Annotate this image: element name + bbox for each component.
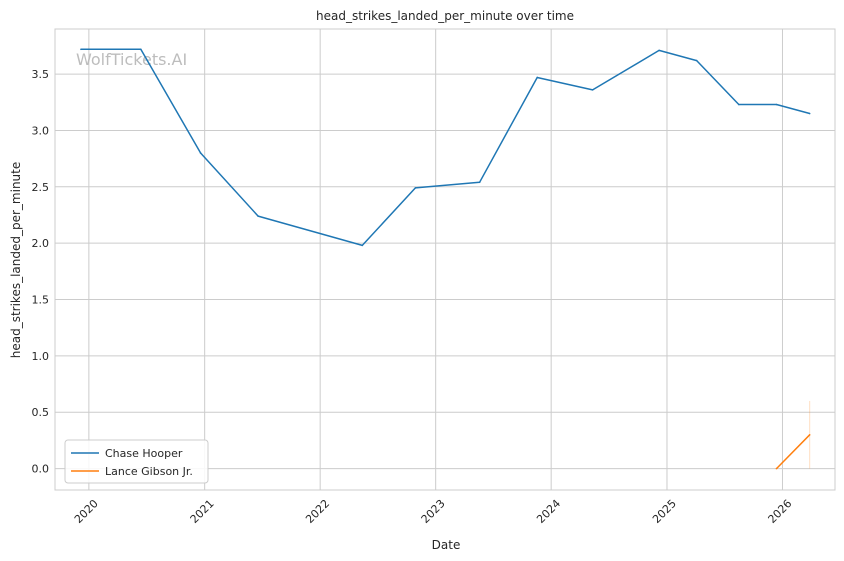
series-layer <box>80 48 811 470</box>
y-tick-label: 1.5 <box>32 294 50 307</box>
data-point-chase-hooper <box>658 49 660 52</box>
y-tick-label: 1.0 <box>32 350 50 363</box>
data-point-chase-hooper <box>80 48 82 51</box>
data-point-chase-hooper <box>257 215 259 217</box>
data-point-lance-gibson-jr <box>775 467 778 470</box>
data-point-chase-hooper <box>738 103 740 106</box>
y-tick-label: 0.5 <box>32 406 50 419</box>
grid <box>55 29 835 490</box>
legend-label-chase-hooper: Chase Hooper <box>105 447 183 460</box>
data-point-lance-gibson-jr <box>808 433 811 436</box>
plot-frame <box>54 28 836 491</box>
legend-label-lance-gibson-jr: Lance Gibson Jr. <box>105 465 193 478</box>
y-tick-label: 2.5 <box>32 181 50 194</box>
y-tick-label: 2.0 <box>32 237 50 250</box>
series-line-lance-gibson-jr <box>775 434 811 470</box>
y-tick-label: 3.0 <box>32 124 50 137</box>
data-point-chase-hooper <box>536 76 539 79</box>
y-axis-title: head_strikes_landed_per_minute <box>9 162 23 359</box>
y-tick-label: 3.5 <box>32 68 50 81</box>
data-point-chase-hooper <box>695 59 698 62</box>
data-point-chase-hooper <box>591 89 594 91</box>
data-point-chase-hooper <box>775 103 778 106</box>
data-point-chase-hooper <box>199 152 202 154</box>
data-point-chase-hooper <box>478 181 481 184</box>
y-tick-label: 0.0 <box>32 463 50 476</box>
legend: Chase Hooper Lance Gibson Jr. <box>64 439 209 484</box>
series-line-chase-hooper <box>80 48 810 247</box>
data-point-chase-hooper <box>361 244 364 247</box>
legend-box <box>64 439 209 484</box>
watermark-text: WolfTickets.AI <box>76 50 187 69</box>
data-point-chase-hooper <box>808 112 811 115</box>
data-point-chase-hooper <box>139 48 142 51</box>
chart-title: head_strikes_landed_per_minute over time <box>316 9 574 23</box>
x-axis-title: Date <box>432 538 461 552</box>
data-point-chase-hooper <box>414 187 417 189</box>
